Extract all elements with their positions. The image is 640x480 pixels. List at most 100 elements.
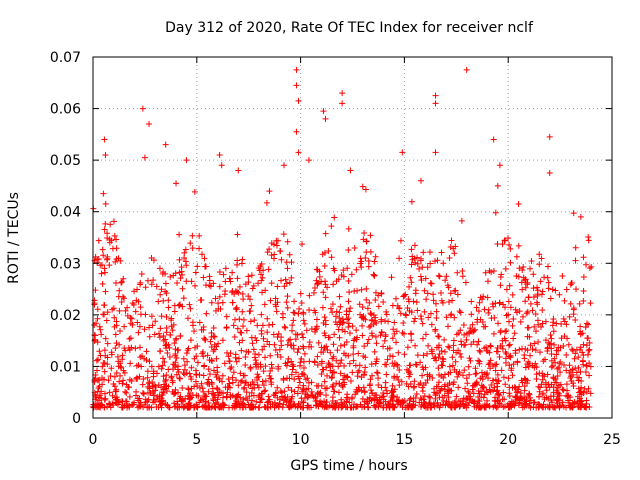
data-point	[444, 382, 451, 389]
data-point	[574, 393, 581, 400]
data-point	[341, 372, 348, 379]
data-point	[235, 289, 242, 296]
data-point	[317, 389, 324, 396]
data-point	[122, 347, 129, 354]
data-point	[278, 256, 285, 263]
data-point	[226, 358, 233, 365]
data-point	[314, 280, 321, 287]
data-point	[165, 297, 172, 304]
data-point	[112, 331, 119, 338]
data-point	[296, 379, 303, 386]
data-point	[509, 372, 516, 379]
data-point	[495, 397, 502, 404]
data-point	[124, 304, 131, 311]
data-point	[119, 398, 126, 405]
data-point	[502, 265, 509, 272]
data-point	[335, 363, 342, 370]
data-point	[494, 241, 501, 248]
data-point	[229, 269, 236, 276]
data-point	[583, 342, 590, 349]
data-point	[559, 399, 566, 406]
data-point	[95, 356, 102, 363]
data-point	[182, 246, 189, 253]
data-point	[268, 252, 275, 259]
data-point	[232, 316, 239, 323]
data-point	[106, 389, 113, 396]
data-point	[264, 404, 271, 411]
data-point	[522, 276, 529, 283]
data-point	[569, 366, 576, 373]
data-point	[450, 379, 457, 386]
data-point	[192, 367, 199, 374]
data-point	[518, 279, 525, 286]
data-point	[378, 328, 385, 335]
data-point	[466, 355, 473, 362]
data-point	[329, 397, 336, 404]
data-point	[275, 237, 282, 244]
data-point	[557, 358, 564, 365]
data-point	[412, 402, 419, 409]
data-point	[432, 300, 439, 307]
data-point	[330, 341, 337, 348]
data-point	[152, 384, 159, 391]
data-point	[262, 354, 269, 361]
data-point	[500, 389, 507, 396]
data-point	[586, 346, 593, 353]
data-point	[311, 284, 318, 291]
data-point	[331, 331, 338, 338]
data-point	[500, 374, 507, 381]
data-point	[536, 261, 543, 268]
data-point	[334, 347, 341, 354]
data-point	[229, 299, 236, 306]
data-point	[327, 305, 334, 312]
data-point	[419, 335, 426, 342]
data-point	[126, 335, 133, 342]
data-point	[156, 393, 163, 400]
data-point	[564, 335, 571, 342]
data-point	[298, 331, 305, 338]
data-point	[319, 403, 326, 410]
data-point	[563, 321, 570, 328]
data-point	[255, 280, 262, 287]
data-point	[345, 315, 352, 322]
data-point	[240, 323, 247, 330]
data-point	[310, 289, 317, 296]
data-point	[524, 333, 531, 340]
data-point	[313, 277, 320, 284]
data-point	[117, 327, 124, 334]
data-point	[525, 324, 532, 331]
data-point	[395, 396, 402, 403]
data-point	[267, 367, 274, 374]
data-point	[449, 354, 456, 361]
data-point	[280, 231, 287, 238]
data-point	[533, 376, 540, 383]
data-point	[248, 272, 255, 279]
data-point	[287, 336, 294, 343]
data-point	[96, 376, 103, 383]
data-point	[103, 317, 110, 324]
data-point	[104, 340, 111, 347]
data-point	[274, 283, 281, 290]
data-point	[254, 381, 261, 388]
data-point	[417, 273, 424, 280]
data-point	[546, 404, 553, 411]
data-point	[144, 277, 151, 284]
data-point	[196, 371, 203, 378]
data-point	[333, 357, 340, 364]
data-point	[308, 379, 315, 386]
data-point	[162, 141, 169, 148]
data-point	[512, 394, 519, 401]
data-point	[346, 399, 353, 406]
data-point	[363, 285, 370, 292]
data-point	[118, 299, 125, 306]
data-point	[401, 398, 408, 405]
data-point	[447, 404, 454, 411]
data-point	[113, 400, 120, 407]
data-point	[249, 340, 256, 347]
data-point	[556, 291, 563, 298]
data-point	[522, 284, 529, 291]
data-point	[158, 384, 165, 391]
data-point	[229, 374, 236, 381]
data-point	[101, 265, 108, 272]
data-point	[434, 257, 441, 264]
